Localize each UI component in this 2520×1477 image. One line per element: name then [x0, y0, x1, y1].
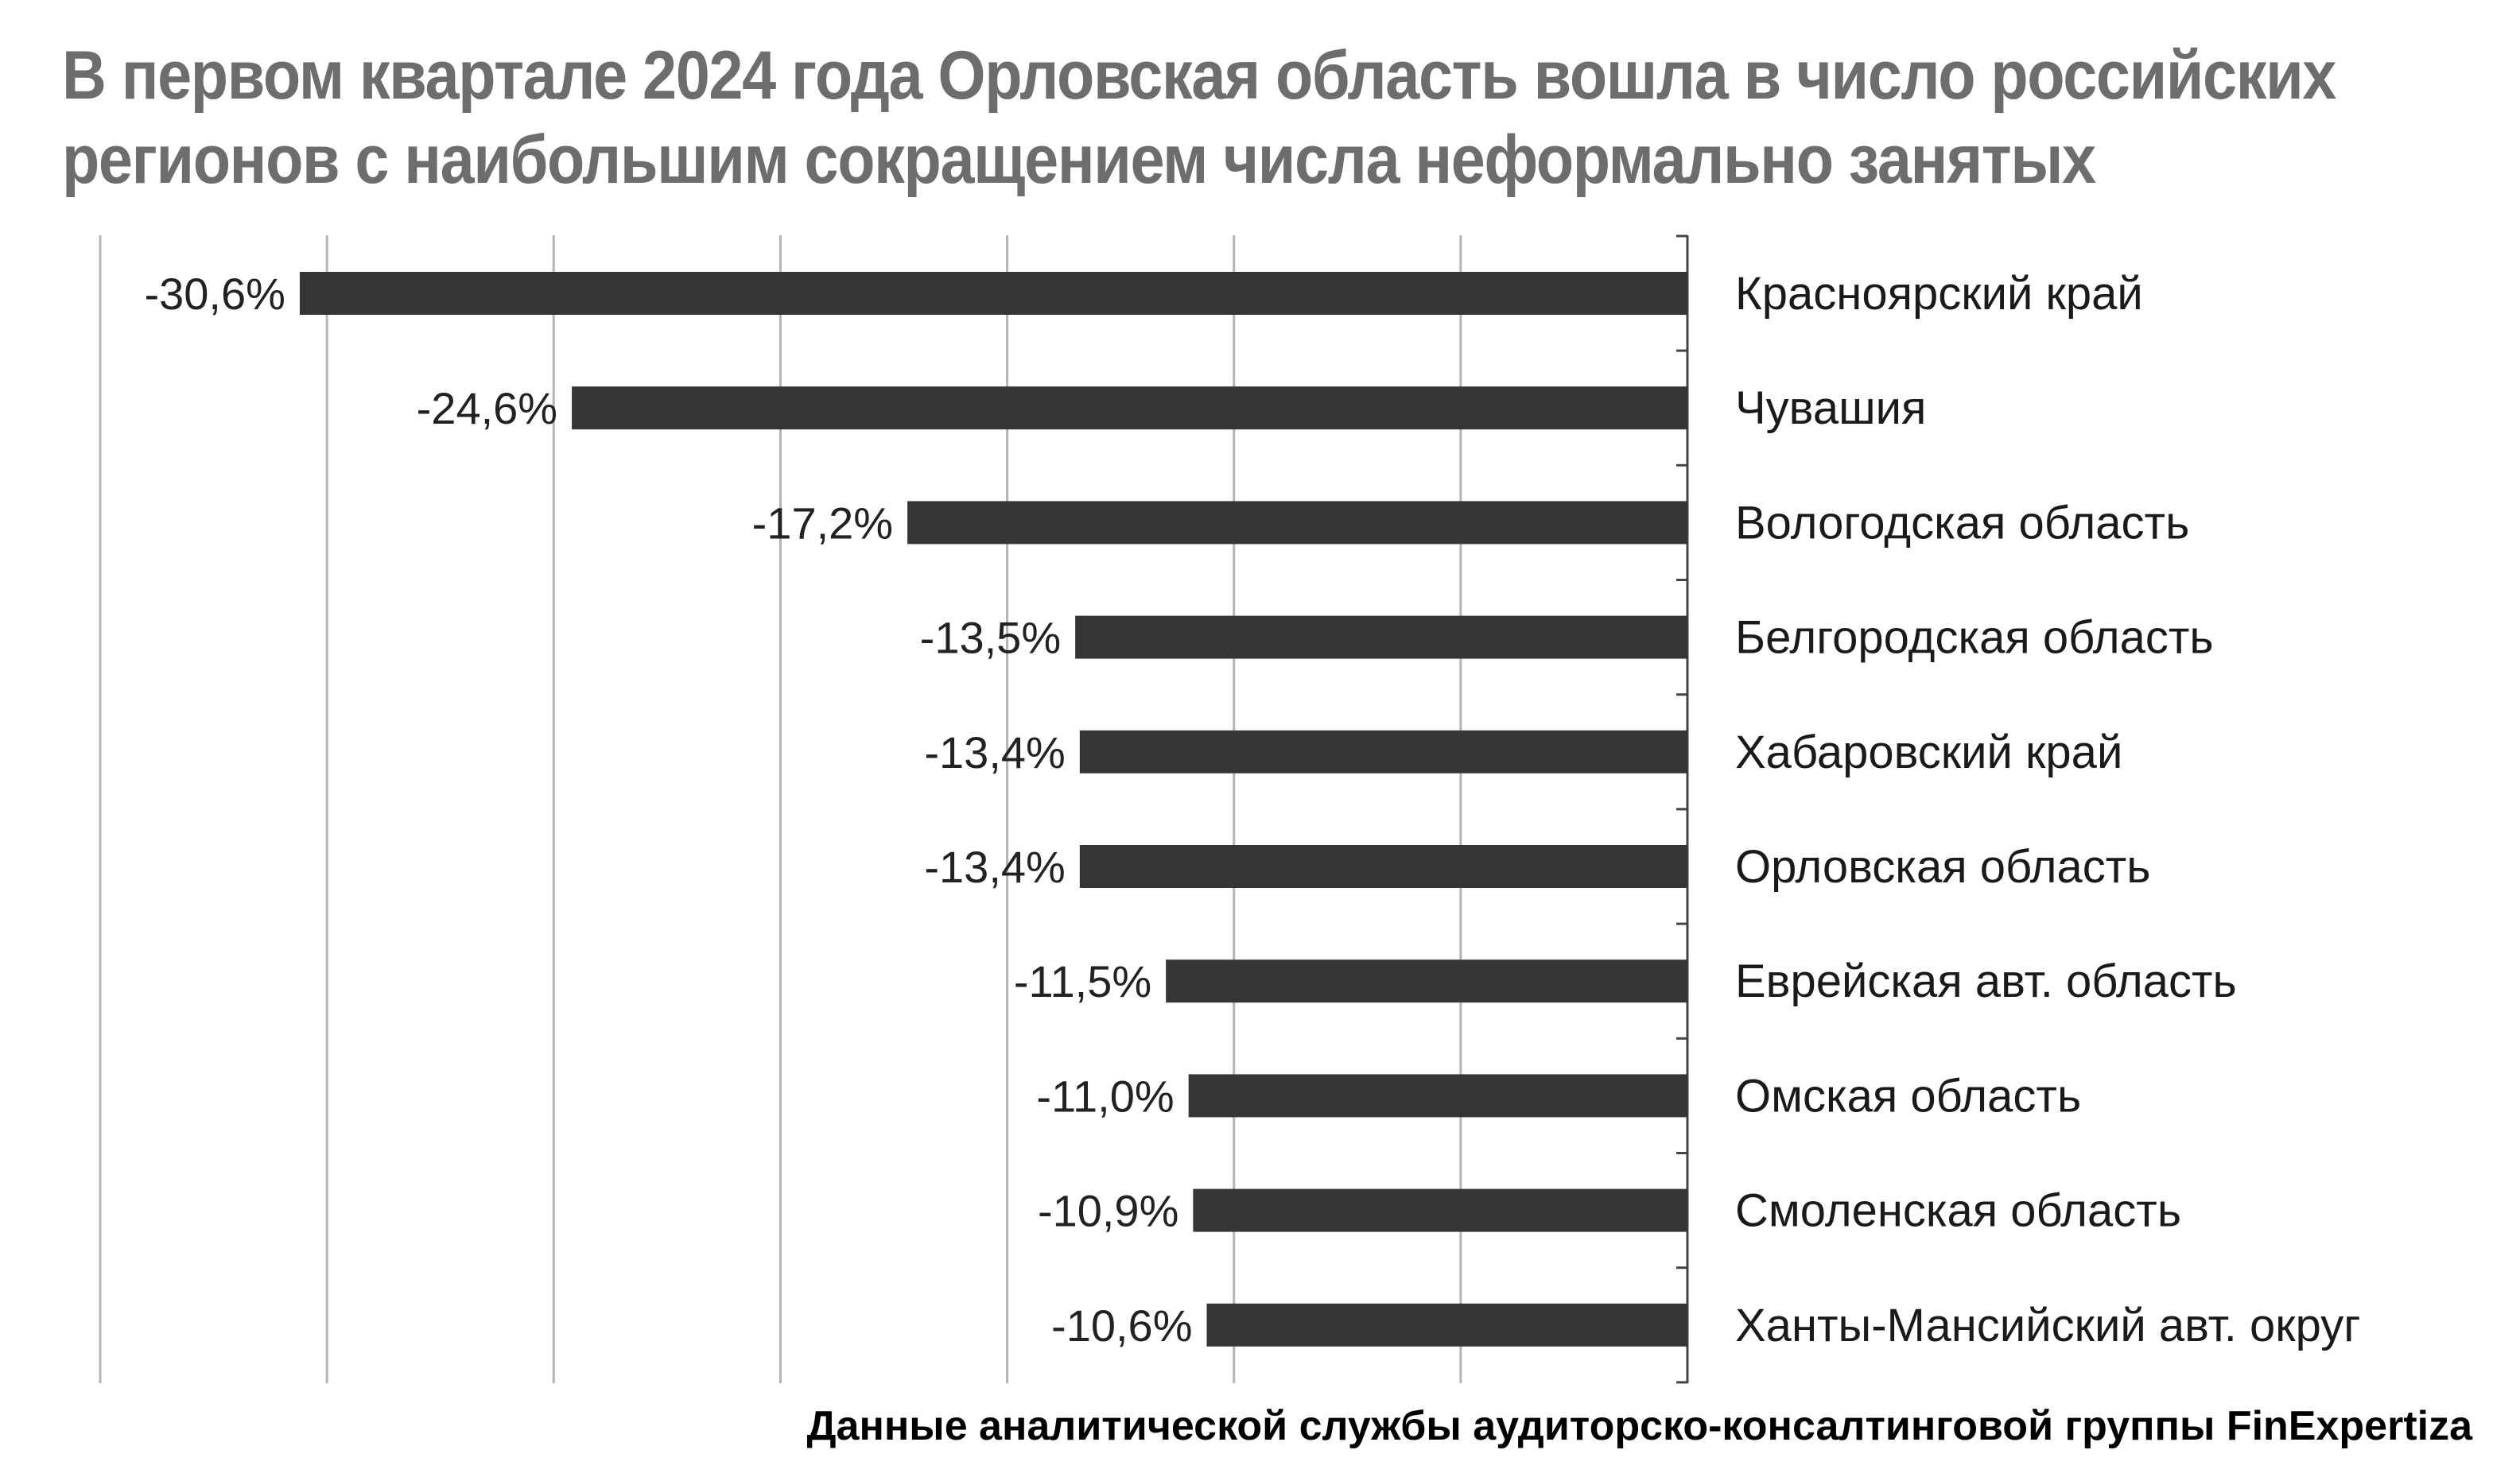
- bar: [1079, 730, 1687, 773]
- category-label: Вологодская область: [1735, 497, 2189, 549]
- value-label: -13,4%: [924, 842, 1065, 892]
- category-label: Чувашия: [1735, 382, 1926, 434]
- chart-title-line-2: регионов с наибольшим сокращением числа …: [62, 122, 2096, 198]
- category-label: Омская область: [1735, 1070, 2081, 1122]
- value-label: -11,5%: [1014, 956, 1151, 1006]
- value-label: -30,6%: [144, 269, 285, 319]
- category-label: Ханты-Мансийский авт. округ: [1735, 1300, 2360, 1351]
- bar: [907, 501, 1687, 545]
- source-note: Данные аналитической службы аудиторско-к…: [806, 1403, 2473, 1449]
- bar: [299, 272, 1687, 315]
- bars: [299, 272, 1687, 1347]
- value-label: -13,4%: [924, 727, 1065, 777]
- bar: [572, 386, 1687, 430]
- category-label: Смоленская область: [1735, 1185, 2181, 1237]
- bar: [1166, 959, 1687, 1003]
- value-label: -17,2%: [752, 498, 893, 548]
- bar: [1193, 1188, 1687, 1232]
- category-label: Красноярский край: [1735, 268, 2143, 320]
- category-label: Еврейская авт. область: [1735, 956, 2237, 1007]
- value-label: -10,6%: [1051, 1301, 1192, 1351]
- bar: [1075, 615, 1687, 659]
- category-label: Белгородская область: [1735, 612, 2214, 664]
- value-label: -10,9%: [1038, 1186, 1178, 1236]
- bar: [1188, 1074, 1687, 1118]
- bar: [1206, 1303, 1687, 1347]
- category-label: Хабаровский край: [1735, 727, 2122, 778]
- value-label: -13,5%: [920, 613, 1061, 663]
- bar: [1079, 845, 1687, 888]
- value-labels: -30,6% -24,6% -17,2% -13,5% -13,4% -13,4% -11,…: [144, 269, 1192, 1351]
- category-label: Орловская область: [1735, 841, 2150, 893]
- value-label: -11,0%: [1036, 1071, 1174, 1121]
- chart-title-line-1: В первом квартале 2024 года Орловская об…: [62, 37, 2336, 114]
- value-label: -24,6%: [417, 383, 557, 433]
- chart-title: В первом квартале 2024 года Орловская об…: [62, 33, 2336, 202]
- category-labels: Красноярский край Чувашия Вологодская обла…: [1735, 268, 2360, 1351]
